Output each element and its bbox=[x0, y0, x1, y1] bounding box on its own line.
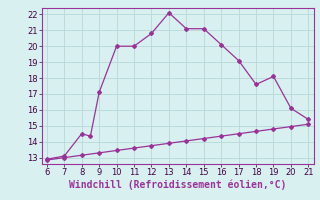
X-axis label: Windchill (Refroidissement éolien,°C): Windchill (Refroidissement éolien,°C) bbox=[69, 180, 286, 190]
